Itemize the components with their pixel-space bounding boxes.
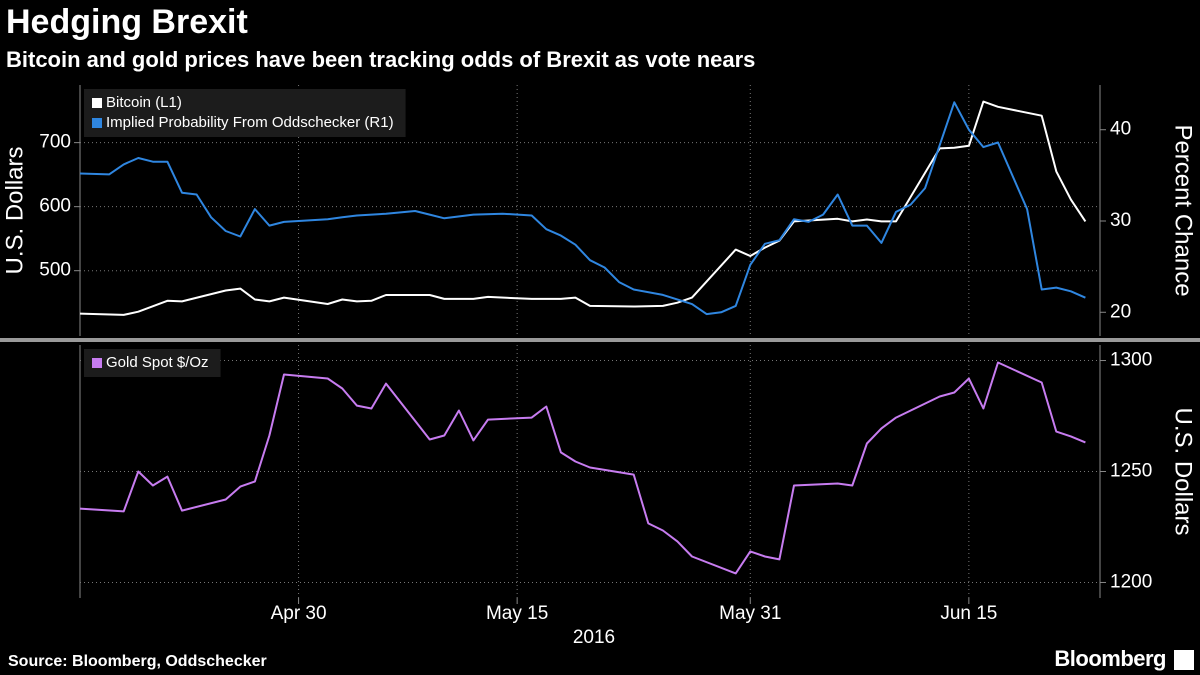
x-tick-label: May 31: [719, 603, 781, 624]
legend-box: [84, 349, 221, 377]
y2-axis-label: Percent Chance: [1170, 124, 1197, 296]
y2-tick-label: 40: [1110, 119, 1131, 140]
x-tick-label: Apr 30: [271, 603, 327, 624]
source: Source: Bloomberg, Oddschecker: [8, 653, 267, 670]
chart-subtitle: Bitcoin and gold prices have been tracki…: [6, 47, 755, 72]
y-axis-label: U.S. Dollars: [1, 146, 28, 274]
legend-box: [84, 89, 406, 137]
legend-label: Implied Probability From Oddschecker (R1…: [106, 114, 394, 131]
y2-tick-label: 1300: [1110, 350, 1152, 371]
y-tick-label: 700: [39, 132, 71, 153]
y2-tick-label: 1250: [1110, 461, 1152, 482]
panel-separator: [0, 338, 1200, 342]
y-tick-label: 500: [39, 260, 71, 281]
x-tick-label: May 15: [486, 603, 548, 624]
y2-tick-label: 1200: [1110, 571, 1152, 592]
y2-tick-label: 20: [1110, 301, 1131, 322]
y2-tick-label: 30: [1110, 210, 1131, 231]
y2-axis-label: U.S. Dollars: [1170, 407, 1197, 535]
chart-title: Hedging Brexit: [6, 3, 248, 41]
x-tick-label: Jun 15: [940, 603, 997, 624]
legend-swatch: [92, 358, 102, 368]
legend-label: Gold Spot $/Oz: [106, 354, 209, 371]
legend-swatch: [92, 118, 102, 128]
legend-swatch: [92, 98, 102, 108]
x-axis-label: 2016: [573, 627, 615, 648]
logo-icon: [1174, 650, 1194, 670]
series-line: [79, 361, 1086, 575]
series-line: [79, 100, 1087, 316]
legend-label: Bitcoin (L1): [106, 94, 182, 111]
y-tick-label: 600: [39, 196, 71, 217]
logo: Bloomberg: [1054, 646, 1166, 671]
series-line: [79, 101, 1086, 316]
